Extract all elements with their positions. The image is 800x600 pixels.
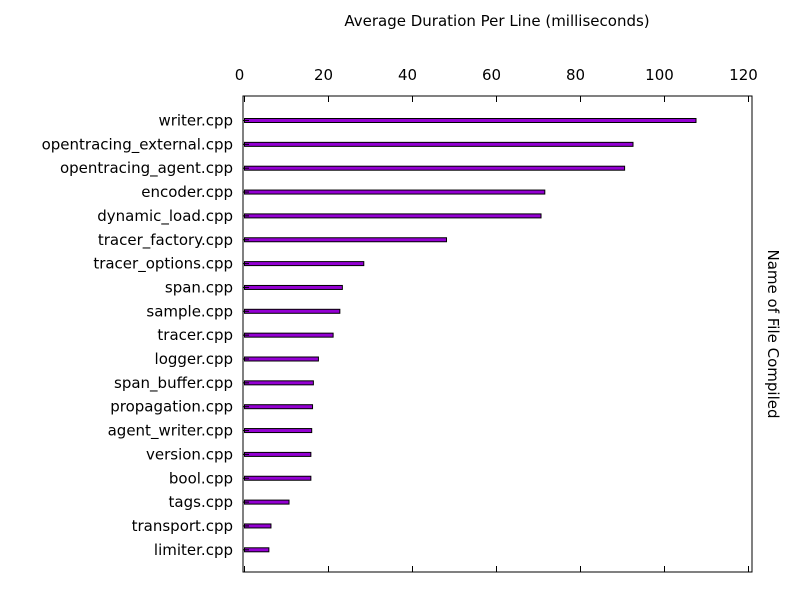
y-tick-label: sample.cpp [146,302,233,320]
y-axis-label: Name of File Compiled [764,250,782,419]
y-tick-label: tracer.cpp [157,326,233,344]
y-tick-label: span_buffer.cpp [114,374,233,393]
x-tick-label: 0 [235,66,245,84]
y-tick-label: opentracing_agent.cpp [60,159,233,178]
bar [244,475,312,481]
x-tick-label: 80 [566,66,585,84]
bar [244,141,634,147]
chart-title: Average Duration Per Line (milliseconds) [344,12,649,30]
y-tick-label: encoder.cpp [141,183,233,201]
y-tick-label: tracer_factory.cpp [98,231,233,250]
plot-area: 0 20 40 60 80 100 120 writer.cpp opentracing_ext… [42,66,758,573]
y-tick-label: tracer_options.cpp [93,255,233,274]
y-tick-label: limiter.cpp [154,541,233,559]
bar [244,380,314,386]
y-tick-label: tags.cpp [169,493,233,511]
bar [244,237,448,243]
y-tick-label: opentracing_external.cpp [42,135,233,154]
x-tick-label: 120 [729,66,758,84]
x-tick-label: 100 [645,66,674,84]
bar [244,118,697,123]
bar [244,165,626,171]
bar [244,261,365,267]
y-tick-label: bool.cpp [169,469,233,487]
y-tick-label: transport.cpp [132,517,233,535]
bar [244,499,290,505]
y-tick-label: dynamic_load.cpp [97,207,233,226]
bar [244,332,334,338]
bar [244,284,343,290]
bar [244,213,542,219]
x-tick-label: 40 [398,66,417,84]
y-tick-label: writer.cpp [158,112,233,130]
y-tick-label: propagation.cpp [110,398,233,416]
y-tick-label: span.cpp [165,278,233,296]
x-tick-label: 60 [482,66,501,84]
y-tick-label: logger.cpp [155,350,233,368]
y-tick-label: agent_writer.cpp [108,422,233,441]
y-tick-label: version.cpp [146,445,233,463]
bar [244,189,546,195]
bar [244,308,341,314]
bar [244,356,319,362]
bar [244,404,314,410]
bar [244,451,312,457]
plot-frame [242,95,753,573]
bar [244,428,313,434]
x-tick-label: 20 [314,66,333,84]
